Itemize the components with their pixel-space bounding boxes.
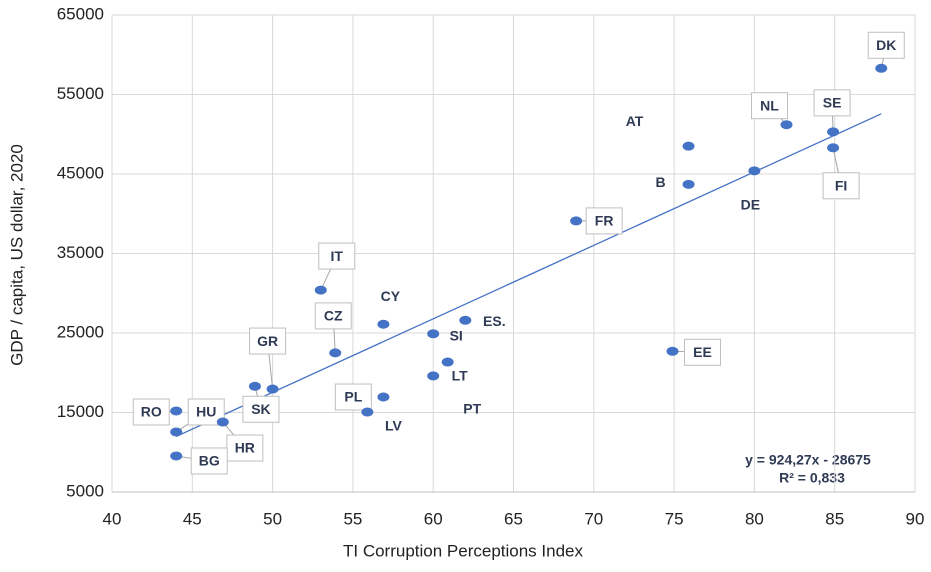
point [441,357,454,367]
point [427,371,440,381]
y-tick-label: 55000 [57,84,104,103]
point-label: CZ [324,308,343,324]
point [361,407,374,417]
label-box [242,395,280,423]
point-label: HR [235,440,255,456]
trendline [175,113,882,437]
point-label: DE [741,197,760,213]
label-box [585,207,623,235]
y-tick-label: 65000 [57,4,104,23]
point-label: SK [251,401,270,417]
point-label: PL [344,389,362,405]
point [248,381,261,391]
y-tick-label: 45000 [57,163,104,182]
label-box [190,447,228,475]
label-box [318,242,356,270]
point [827,127,840,137]
x-tick-label: 40 [103,509,122,528]
point-label: HU [196,404,216,420]
point [748,166,761,176]
point [427,329,440,339]
x-axis-label: TI Corruption Perceptions Index [343,541,584,560]
point [459,315,472,325]
x-tick-label: 55 [343,509,362,528]
r-squared: R² = 0,833 [779,470,845,486]
label-box [314,302,352,330]
point-label: FI [835,177,847,193]
point-label: GR [257,333,278,349]
y-tick-label: 15000 [57,402,104,421]
point-label: LT [452,368,469,384]
point [170,451,183,461]
point [329,348,342,358]
x-tick-label: 65 [504,509,523,528]
label-box [226,434,264,462]
label-box [813,89,851,117]
point-label: FR [595,213,614,229]
label-box [751,92,789,120]
label-box [822,172,860,200]
x-tick-label: 70 [584,509,603,528]
x-tick-label: 50 [263,509,282,528]
point-label: ES. [483,313,506,329]
point-label: B [655,174,665,190]
label-box [249,327,287,355]
x-tick-label: 90 [906,509,925,528]
point-label: SI [450,327,463,343]
point-label: SE [823,95,842,111]
point-label: IT [331,248,344,264]
point [314,285,327,295]
x-tick-label: 80 [745,509,764,528]
point-label: LV [385,418,403,434]
x-tick-label: 60 [424,509,443,528]
point-label: PT [463,401,481,417]
point [570,216,583,226]
point-label: CY [381,288,401,304]
point-label: NL [760,97,779,113]
y-tick-label: 5000 [66,481,104,500]
point [170,427,183,437]
point [780,120,793,130]
point [377,319,390,329]
point [216,417,229,427]
point [377,392,390,402]
point [682,141,695,151]
point-label: AT [626,113,644,129]
x-tick-label: 45 [183,509,202,528]
point-label: DK [876,37,896,53]
point [266,384,279,394]
label-box [867,31,905,59]
y-axis-label: GDP / capita, US dollar, 2020 [7,144,26,366]
point-label: EE [693,344,712,360]
x-tick-label: 75 [665,509,684,528]
label-box [683,338,721,366]
point [875,63,888,73]
point [666,346,679,356]
point-label: BG [199,453,220,469]
label-box [334,383,372,411]
point-label: RO [141,404,162,420]
point [170,406,183,416]
point [827,143,840,153]
y-tick-label: 25000 [57,322,104,341]
y-tick-label: 35000 [57,243,104,262]
equation: y = 924,27x - 28675 [745,452,871,468]
point [682,179,695,189]
label-box [132,398,170,426]
label-box [187,398,225,426]
x-tick-label: 85 [825,509,844,528]
